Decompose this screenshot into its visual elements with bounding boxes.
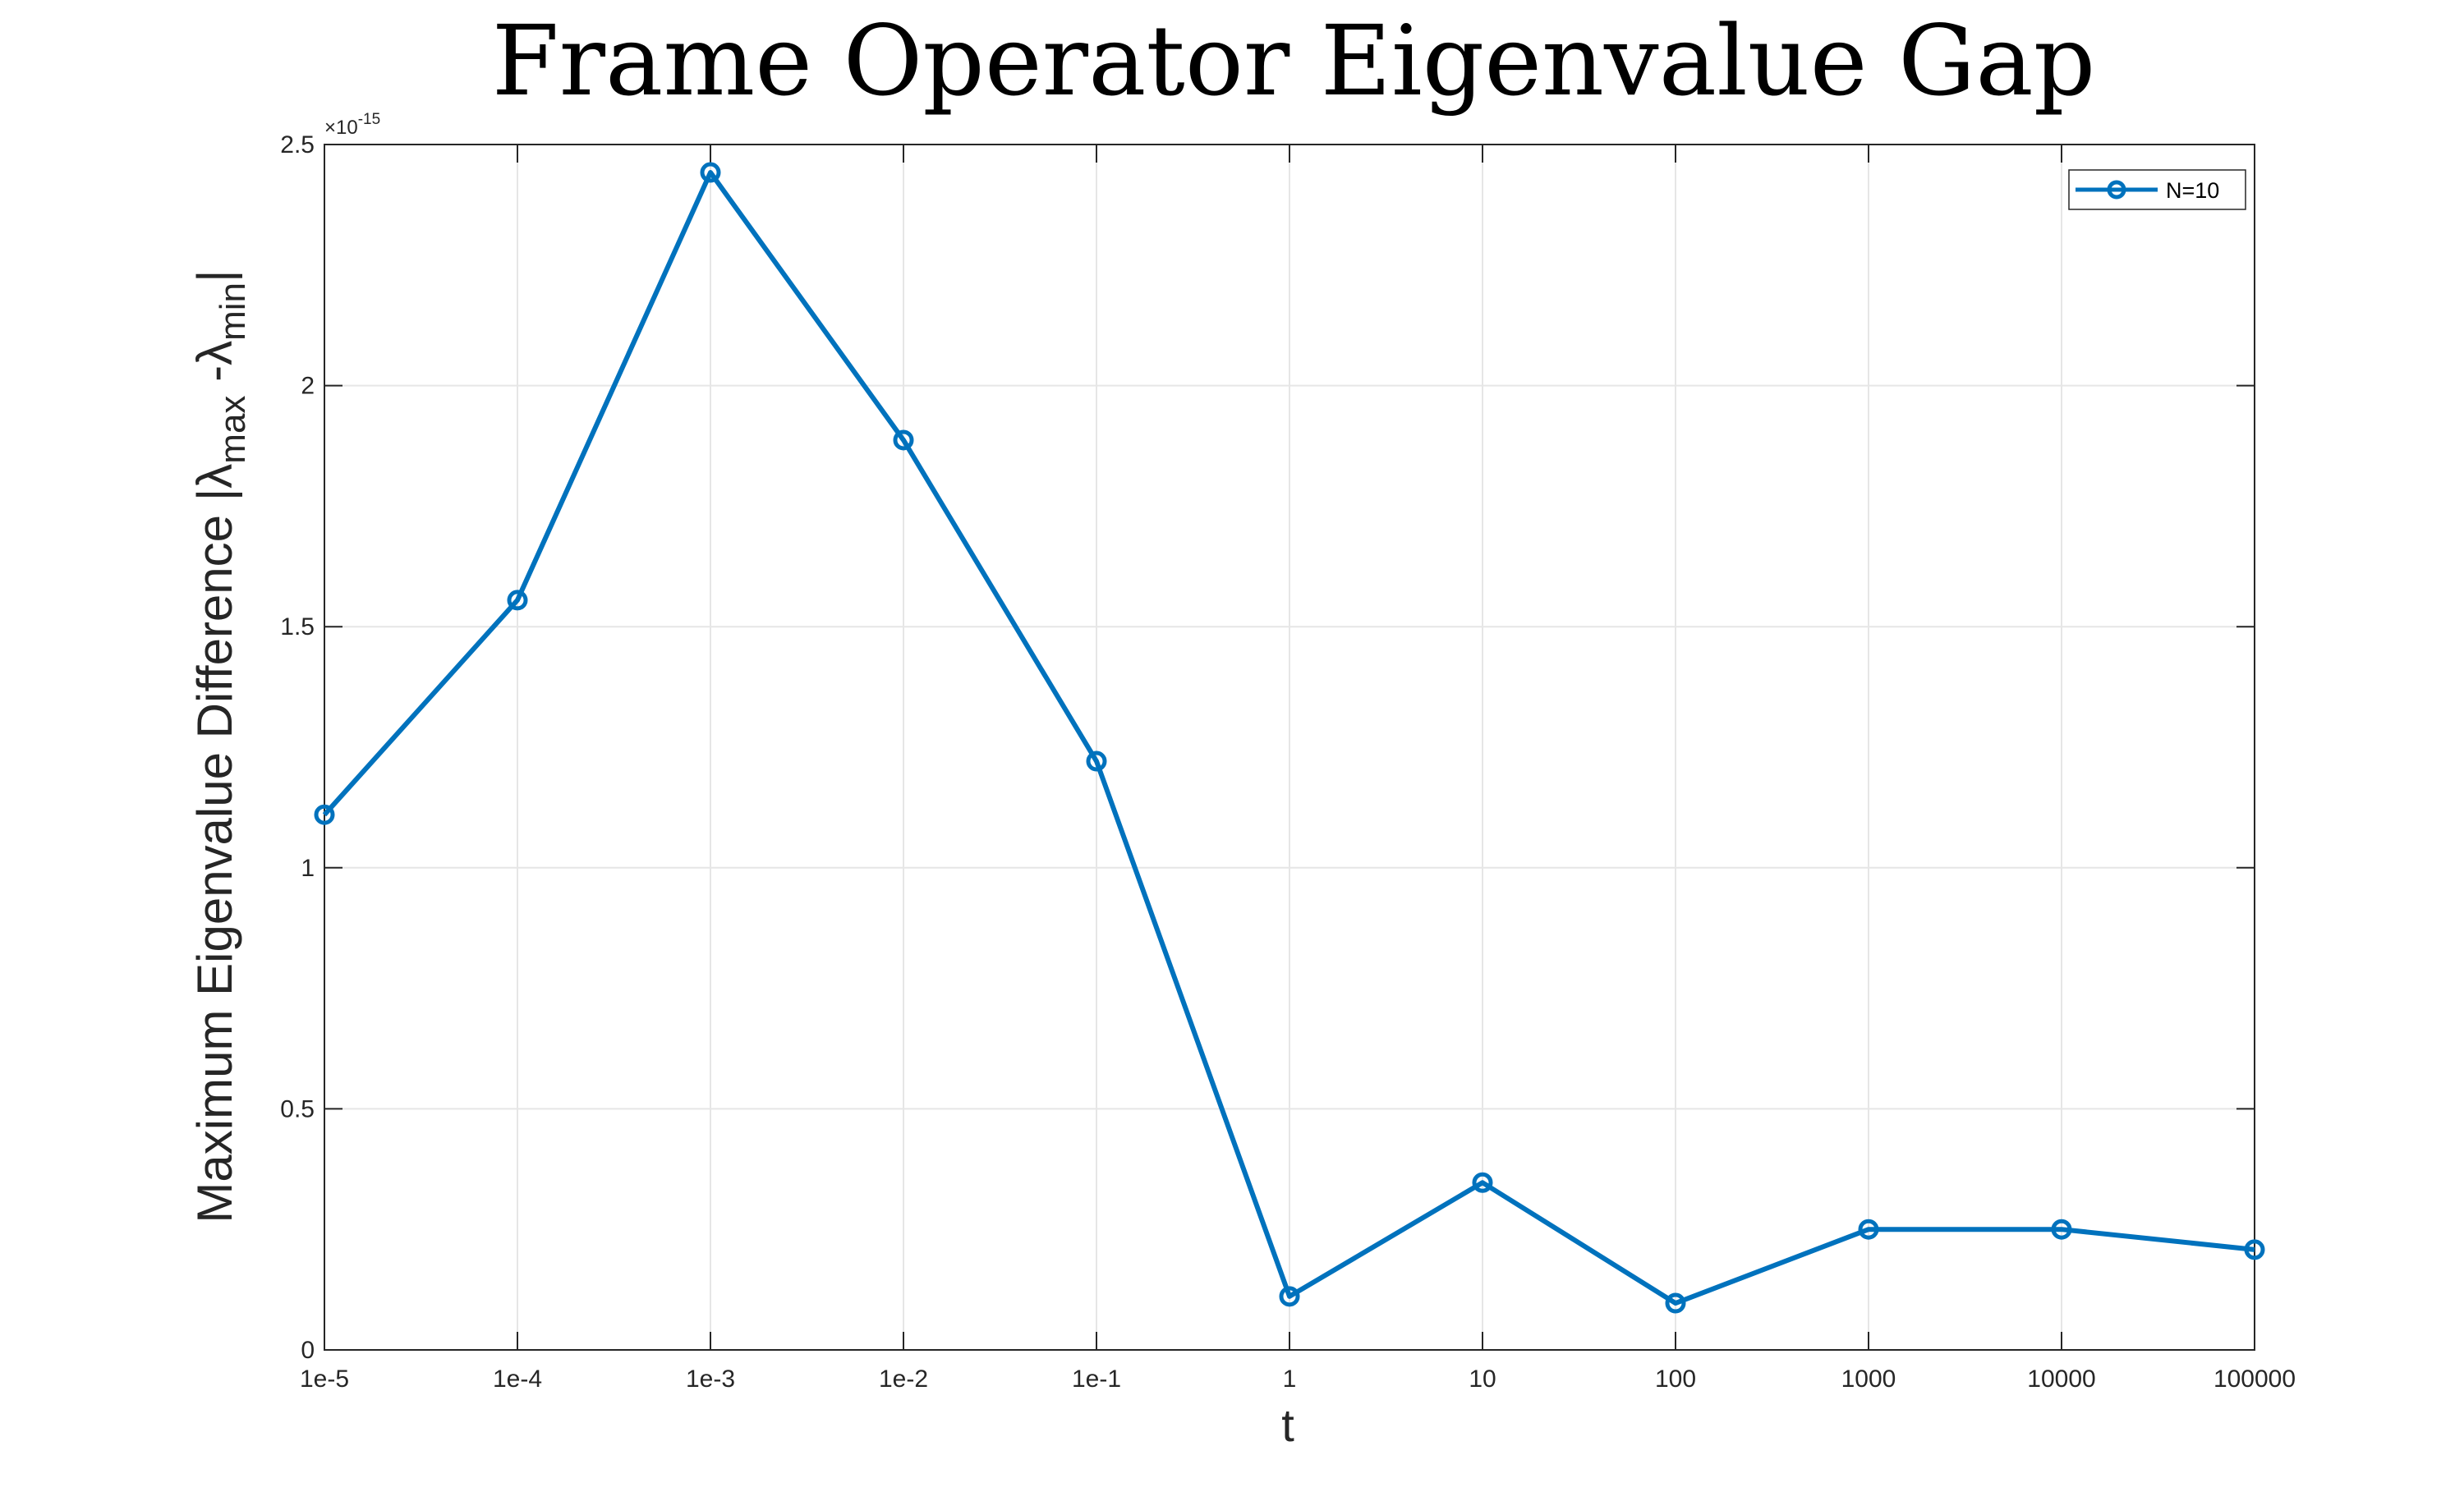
- x-tick-labels: 1e-5 1e-4 1e-3 1e-2 1e-1 1 10 100 1000 10000 10000…: [300, 1366, 2296, 1393]
- y-label-prefix: Maximum Eigenvalue Difference |λ: [187, 464, 242, 1223]
- y-tick-label: 2.5: [280, 131, 315, 158]
- y-label-sub-min: min: [213, 282, 253, 341]
- series-line: [322, 170, 2255, 1306]
- series-lines: [314, 162, 2265, 1314]
- x-tick-label: 1e-3: [686, 1366, 735, 1393]
- y-exponent-power: -15: [358, 111, 380, 128]
- x-tick-label: 1e-4: [493, 1366, 542, 1393]
- x-tick-label: 100000: [2213, 1366, 2296, 1393]
- chart-title: Frame Operator Eigenvalue Gap: [492, 4, 2096, 117]
- x-tick-label: 10000: [2027, 1366, 2095, 1393]
- x-tick-label: 10: [1469, 1366, 1496, 1393]
- legend: N=10: [2068, 169, 2246, 210]
- x-tick-label: 100: [1655, 1366, 1696, 1393]
- data-point: [1086, 750, 1107, 772]
- y-tick-label: 2: [301, 373, 315, 400]
- x-tick-label: 1: [1283, 1366, 1297, 1393]
- y-tick-label: 1: [301, 855, 315, 882]
- data-point: [314, 804, 335, 825]
- data-point: [1665, 1292, 1686, 1314]
- data-point: [1279, 1286, 1300, 1307]
- y-tick-label: 0.5: [280, 1095, 315, 1122]
- data-point: [507, 590, 528, 611]
- data-point: [700, 162, 721, 183]
- grid-lines: [324, 144, 2255, 1351]
- data-point: [893, 429, 914, 451]
- data-point: [2051, 1219, 2072, 1240]
- y-label-suffix: |: [187, 269, 242, 282]
- x-tick-label: 1e-1: [1072, 1366, 1121, 1393]
- y-axis-exponent: ×10-15: [324, 111, 380, 139]
- y-label-sub-max: max: [213, 396, 253, 464]
- data-point: [1858, 1219, 1879, 1240]
- x-tick-label: 1e-5: [300, 1366, 349, 1393]
- x-tick-label: 1e-2: [879, 1366, 928, 1393]
- legend-marker: [2107, 180, 2126, 200]
- axis-ticks: [324, 144, 2255, 1351]
- data-point: [2244, 1239, 2265, 1260]
- x-tick-label: 1000: [1841, 1366, 1896, 1393]
- y-axis-label: Maximum Eigenvalue Difference |λmax -λmi…: [187, 269, 253, 1223]
- x-axis-label: t: [1281, 1399, 1294, 1451]
- y-tick-label: 1.5: [280, 613, 315, 640]
- y-label-mid: -λ: [187, 341, 242, 396]
- y-tick-labels: 0 0.5 1 1.5 2 2.5: [280, 131, 315, 1364]
- legend-label: N=10: [2166, 178, 2219, 203]
- y-tick-label: 0: [301, 1337, 315, 1364]
- data-point: [1472, 1172, 1493, 1193]
- y-exponent-base: ×10: [324, 117, 358, 139]
